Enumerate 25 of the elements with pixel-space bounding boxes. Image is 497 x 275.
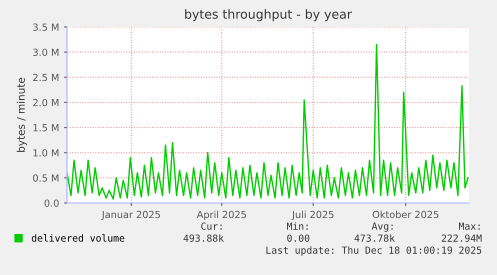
text: Max: [458, 222, 480, 230]
y-axis-title: bytes / minute [16, 78, 27, 152]
legend-label: delivered volume [32, 234, 124, 242]
text: Avg: [372, 222, 393, 232]
chart-title: bytes throughput - by year [185, 9, 352, 22]
y-tick-label: 0.5 M [33, 174, 58, 182]
line-series [67, 44, 469, 200]
text: 493.88k [184, 234, 224, 242]
text: Last update: Thu Dec 18 01:00:19 2025 [266, 246, 482, 256]
x-tick-label: Oktober 2025 [372, 210, 438, 218]
x-tick-label: Juli 2025 [292, 210, 334, 220]
y-tick-label: 0.0 [44, 199, 59, 207]
text: 473.78k [354, 234, 395, 242]
y-tick-label: 3.0 M [33, 48, 58, 56]
y-tick-label: 3.5 M [33, 23, 58, 31]
text: 0.00 [287, 234, 310, 242]
x-tick-label: Januar 2025 [101, 210, 160, 220]
x-tick-label: April 2025 [196, 210, 246, 220]
y-tick-label: 1.5 M [33, 124, 58, 132]
text: 222.94M [442, 234, 482, 242]
text: Cur: [201, 222, 222, 230]
y-tick-label: 2.5 M [33, 74, 58, 82]
text: Min: [286, 222, 308, 230]
y-tick-label: 1.0 M [33, 149, 58, 157]
y-tick-label: 2.0 M [33, 98, 58, 106]
